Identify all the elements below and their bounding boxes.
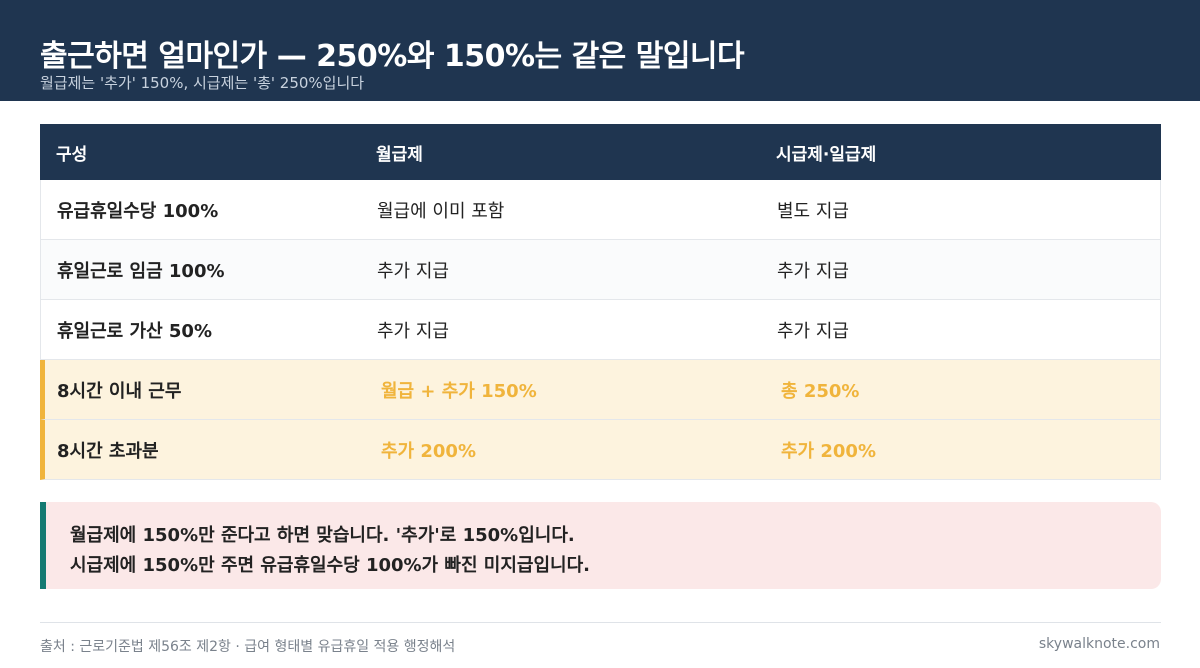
note-line-2: 시급제에 150%만 주면 유급휴일수당 100%가 빠진 미지급입니다.: [70, 555, 590, 576]
header-hourly: 시급제·일급제: [776, 144, 877, 165]
row-label: 휴일근로 임금 100%: [57, 260, 225, 282]
note-line-1: 월급제에 150%만 준다고 하면 맞습니다. '추가'로 150%입니다.: [70, 525, 575, 546]
row-hourly-value: 총 250%: [781, 380, 860, 402]
header-banner: 출근하면 얼마인가 — 250%와 150%는 같은 말입니다 월급제는 '추가…: [0, 0, 1200, 101]
row-monthly-value: 추가 지급: [377, 260, 449, 282]
row-hourly-value: 별도 지급: [777, 200, 849, 222]
page-title: 출근하면 얼마인가 — 250%와 150%는 같은 말입니다: [40, 39, 745, 74]
footer-divider: [40, 622, 1161, 623]
table-row-highlighted: 8시간 이내 근무 월급 + 추가 150% 총 250%: [40, 360, 1161, 420]
table-row: 휴일근로 가산 50% 추가 지급 추가 지급: [40, 300, 1161, 360]
row-label: 유급휴일수당 100%: [57, 200, 219, 222]
row-monthly-value: 추가 200%: [381, 440, 476, 462]
source-citation: 출처 : 근로기준법 제56조 제2항 · 급여 형태별 유급휴일 적용 행정해…: [40, 639, 456, 655]
header-composition: 구성: [56, 144, 88, 165]
row-label: 8시간 이내 근무: [57, 380, 182, 402]
callout-note: 월급제에 150%만 준다고 하면 맞습니다. '추가'로 150%입니다. 시…: [40, 502, 1161, 589]
comparison-table: 구성 월급제 시급제·일급제 유급휴일수당 100% 월급에 이미 포함 별도 …: [40, 124, 1161, 480]
table-row: 유급휴일수당 100% 월급에 이미 포함 별도 지급: [40, 180, 1161, 240]
row-label: 8시간 초과분: [57, 440, 159, 462]
row-hourly-value: 추가 지급: [777, 260, 849, 282]
header-monthly: 월급제: [376, 144, 423, 165]
row-monthly-value: 월급에 이미 포함: [377, 200, 505, 222]
table-header-row: 구성 월급제 시급제·일급제: [40, 124, 1161, 180]
row-hourly-value: 추가 지급: [777, 320, 849, 342]
table-row: 휴일근로 임금 100% 추가 지급 추가 지급: [40, 240, 1161, 300]
row-monthly-value: 추가 지급: [377, 320, 449, 342]
page-subtitle: 월급제는 '추가' 150%, 시급제는 '총' 250%입니다: [40, 74, 365, 92]
row-hourly-value: 추가 200%: [781, 440, 876, 462]
row-monthly-value: 월급 + 추가 150%: [381, 380, 537, 402]
table-row-highlighted: 8시간 초과분 추가 200% 추가 200%: [40, 420, 1161, 480]
row-label: 휴일근로 가산 50%: [57, 320, 212, 342]
site-name: skywalknote.com: [1038, 636, 1160, 652]
